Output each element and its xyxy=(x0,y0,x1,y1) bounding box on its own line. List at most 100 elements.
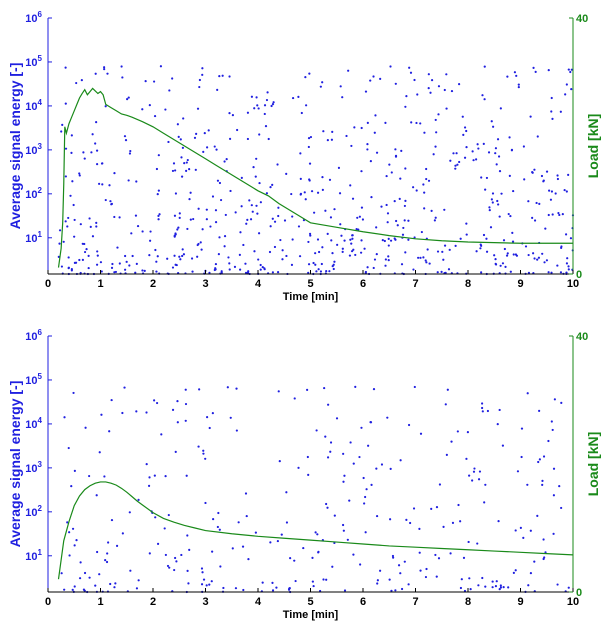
scatter-point xyxy=(290,192,293,196)
x-tick-label: 0 xyxy=(45,596,51,608)
scatter-point xyxy=(538,458,541,461)
scatter-point xyxy=(444,403,447,406)
scatter-point xyxy=(541,252,544,255)
scatter-point xyxy=(434,216,437,219)
scatter-point xyxy=(311,556,314,559)
scatter-point xyxy=(366,121,369,124)
scatter-point xyxy=(129,149,132,153)
x-tick-label: 9 xyxy=(517,278,523,290)
scatter-point xyxy=(87,266,90,270)
scatter-point xyxy=(114,582,117,585)
scatter-point xyxy=(462,133,465,136)
scatter-point xyxy=(269,541,272,544)
scatter-point xyxy=(432,153,435,156)
scatter-point xyxy=(205,218,208,221)
scatter-point xyxy=(185,161,188,164)
scatter-point xyxy=(319,270,323,273)
scatter-point xyxy=(404,105,407,108)
scatter-point xyxy=(360,126,363,130)
scatter-point xyxy=(325,269,328,273)
scatter-point xyxy=(168,566,171,569)
scatter-point xyxy=(333,514,336,517)
scatter-point xyxy=(184,402,188,406)
scatter-point xyxy=(350,242,353,245)
scatter-point xyxy=(360,426,363,429)
scatter-point xyxy=(67,216,70,220)
scatter-point xyxy=(149,239,152,242)
scatter-point xyxy=(259,268,262,271)
scatter-point xyxy=(283,219,287,222)
scatter-point xyxy=(324,435,327,438)
scatter-point xyxy=(175,263,178,267)
scatter-point xyxy=(343,589,347,592)
scatter-point xyxy=(181,248,184,251)
scatter-point xyxy=(375,514,379,518)
scatter-point xyxy=(514,529,517,532)
scatter-point xyxy=(316,238,320,241)
scatter-point xyxy=(347,69,350,72)
scatter-point xyxy=(196,107,200,110)
scatter-point xyxy=(435,575,438,578)
scatter-point xyxy=(201,571,204,574)
y2-axis-label: Load [kN] xyxy=(585,114,601,179)
scatter-point xyxy=(101,183,104,186)
scatter-point xyxy=(78,174,81,177)
scatter-point xyxy=(495,163,498,166)
scatter-point xyxy=(569,237,573,240)
scatter-point xyxy=(196,255,199,258)
scatter-point xyxy=(570,88,573,91)
scatter-point xyxy=(481,410,484,413)
scatter-point xyxy=(442,525,445,528)
scatter-point xyxy=(413,236,416,239)
scatter-point xyxy=(551,117,554,120)
scatter-point xyxy=(66,225,69,228)
scatter-point xyxy=(307,145,310,149)
scatter-point xyxy=(99,261,103,264)
scatter-point xyxy=(222,586,225,590)
scatter-point xyxy=(494,585,498,588)
scatter-point xyxy=(429,91,432,94)
scatter-point xyxy=(271,589,275,592)
scatter-point xyxy=(278,460,281,463)
scatter-point xyxy=(181,254,184,258)
x-tick-label: 2 xyxy=(150,596,156,608)
scatter-point xyxy=(290,263,294,267)
scatter-point xyxy=(95,221,98,224)
scatter-point xyxy=(154,516,157,519)
scatter-point xyxy=(197,445,200,448)
scatter-point xyxy=(556,264,559,267)
scatter-point xyxy=(423,131,426,134)
scatter-point xyxy=(569,70,572,74)
scatter-point xyxy=(531,216,534,219)
chart-panel-top: 0 1 2 3 4 5 6 7 8 9 10 101 102 103 104 105 106 0 40 Time [m… xyxy=(7,10,601,303)
scatter-point xyxy=(240,205,243,208)
scatter-point xyxy=(376,582,379,585)
scatter-point xyxy=(348,254,352,257)
scatter-point xyxy=(248,199,251,202)
scatter-point xyxy=(391,554,395,558)
scatter-point xyxy=(497,155,501,158)
scatter-point xyxy=(553,398,556,401)
scatter-point xyxy=(396,224,399,227)
scatter-point xyxy=(249,218,253,221)
scatter-point xyxy=(72,203,75,207)
scatter-point xyxy=(365,488,368,491)
scatter-point xyxy=(380,205,383,208)
x-tick-label: 4 xyxy=(255,596,262,608)
scatter-point xyxy=(315,270,318,273)
scatter-point xyxy=(207,129,210,132)
scatter-point xyxy=(281,258,284,261)
scatter-point xyxy=(95,494,98,497)
scatter-point xyxy=(460,578,463,581)
scatter-point xyxy=(335,417,339,420)
scatter-point xyxy=(194,168,197,171)
scatter-point xyxy=(148,476,151,479)
scatter-point xyxy=(552,467,556,470)
scatter-point xyxy=(70,484,73,488)
scatter-point xyxy=(259,201,262,204)
scatter-point xyxy=(177,226,180,229)
scatter-point xyxy=(60,130,63,133)
scatter-point xyxy=(418,527,421,530)
scatter-point xyxy=(517,83,520,86)
scatter-point xyxy=(386,221,389,224)
